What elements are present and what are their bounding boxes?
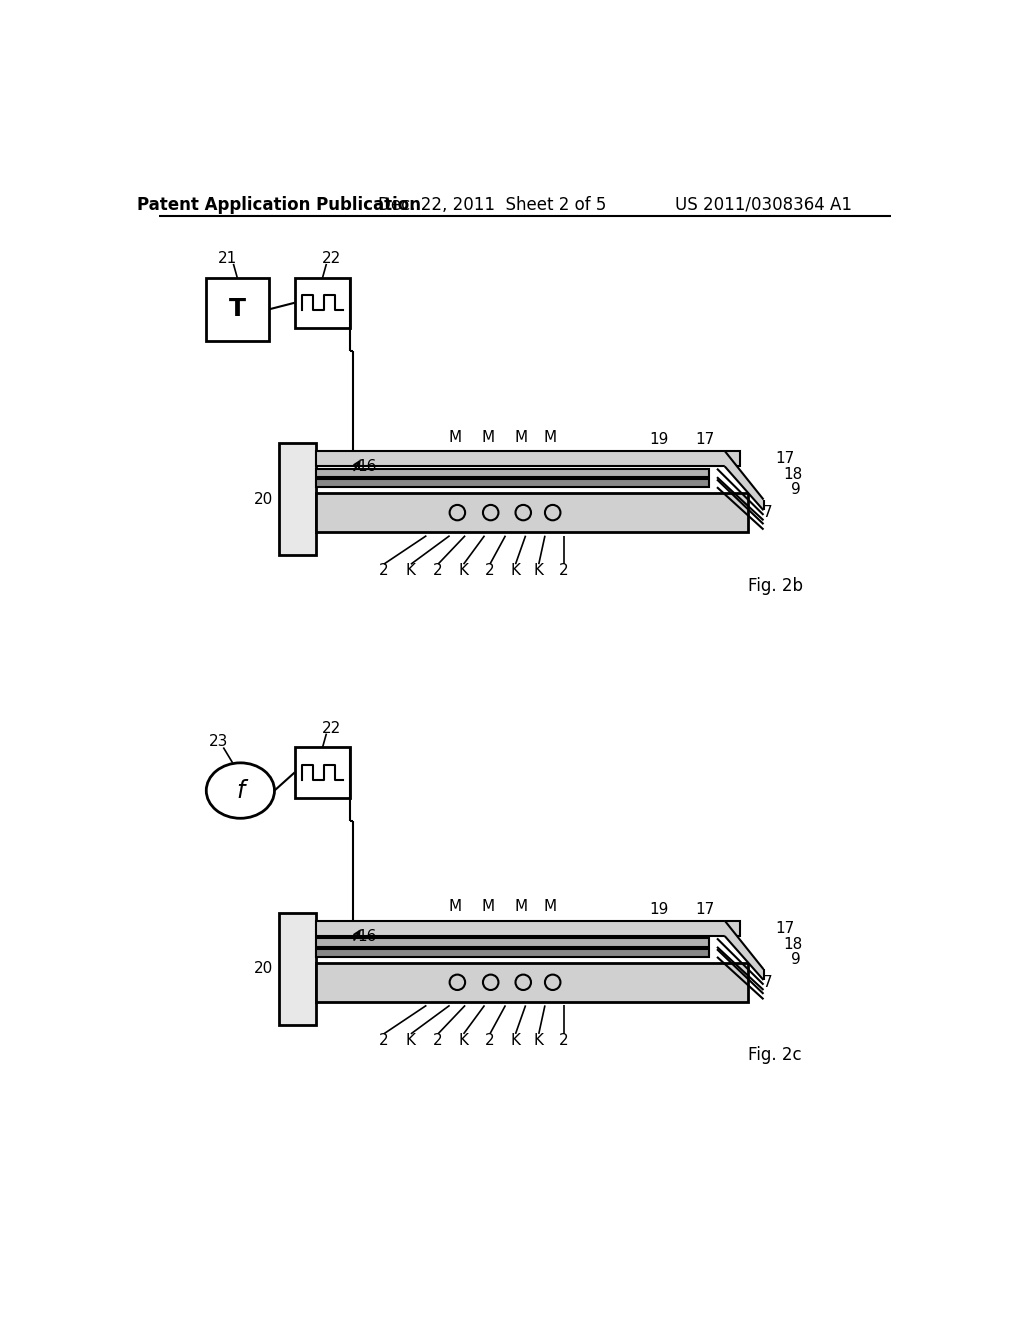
Bar [295,277,350,327]
Text: 20: 20 [254,491,273,507]
Text: K: K [406,562,416,578]
Text: Fig. 2b: Fig. 2b [748,577,803,595]
Bar [316,451,740,466]
Text: 21: 21 [218,251,238,267]
Text: M: M [514,899,527,915]
Text: US 2011/0308364 A1: US 2011/0308364 A1 [675,195,852,214]
Text: 2: 2 [485,562,495,578]
Bar [316,469,710,478]
Text: 17: 17 [695,902,715,916]
Bar [280,444,316,554]
Bar [316,479,710,487]
Text: K: K [511,562,520,578]
Polygon shape [725,451,764,511]
Text: K: K [511,1032,520,1048]
Text: M: M [449,429,462,445]
Text: M: M [544,899,557,915]
Text: Patent Application Publication: Patent Application Publication [137,195,421,214]
Text: T: T [228,297,246,321]
Text: 9: 9 [792,482,801,498]
Text: 2: 2 [485,1032,495,1048]
Text: K: K [534,1032,544,1048]
Text: K: K [459,562,469,578]
Text: 17: 17 [775,451,795,466]
Text: 18: 18 [783,937,803,952]
Text: M: M [544,429,557,445]
Text: 23: 23 [209,734,228,748]
Text: 2: 2 [559,562,568,578]
Text: K: K [534,562,544,578]
Text: M: M [514,429,527,445]
Text: 2: 2 [379,1032,388,1048]
Text: 16: 16 [357,459,377,474]
Text: Fig. 2c: Fig. 2c [749,1047,802,1064]
Bar [206,277,269,341]
Text: 2: 2 [433,1032,442,1048]
Text: 19: 19 [649,432,669,447]
Text: 7: 7 [763,974,772,990]
Polygon shape [725,921,764,979]
Text: 9: 9 [792,952,801,966]
Text: 22: 22 [323,721,341,735]
Text: 17: 17 [695,432,715,447]
Bar [316,494,748,532]
Text: 18: 18 [783,467,803,482]
Bar [316,964,748,1002]
Text: 2: 2 [433,562,442,578]
Text: 19: 19 [649,902,669,916]
Bar [316,939,710,946]
Bar [316,921,740,936]
Bar [280,913,316,1024]
Text: M: M [482,899,495,915]
Text: Dec. 22, 2011  Sheet 2 of 5: Dec. 22, 2011 Sheet 2 of 5 [378,195,606,214]
Text: K: K [459,1032,469,1048]
Text: 7: 7 [763,506,772,520]
Bar [316,949,710,957]
Text: 2: 2 [379,562,388,578]
Text: 20: 20 [254,961,273,977]
Text: K: K [406,1032,416,1048]
Text: 2: 2 [559,1032,568,1048]
Text: M: M [482,429,495,445]
Bar [295,747,350,797]
Text: M: M [449,899,462,915]
Text: 17: 17 [775,921,795,936]
Text: f: f [237,779,245,803]
Text: 16: 16 [357,928,377,944]
Text: 22: 22 [323,251,341,267]
